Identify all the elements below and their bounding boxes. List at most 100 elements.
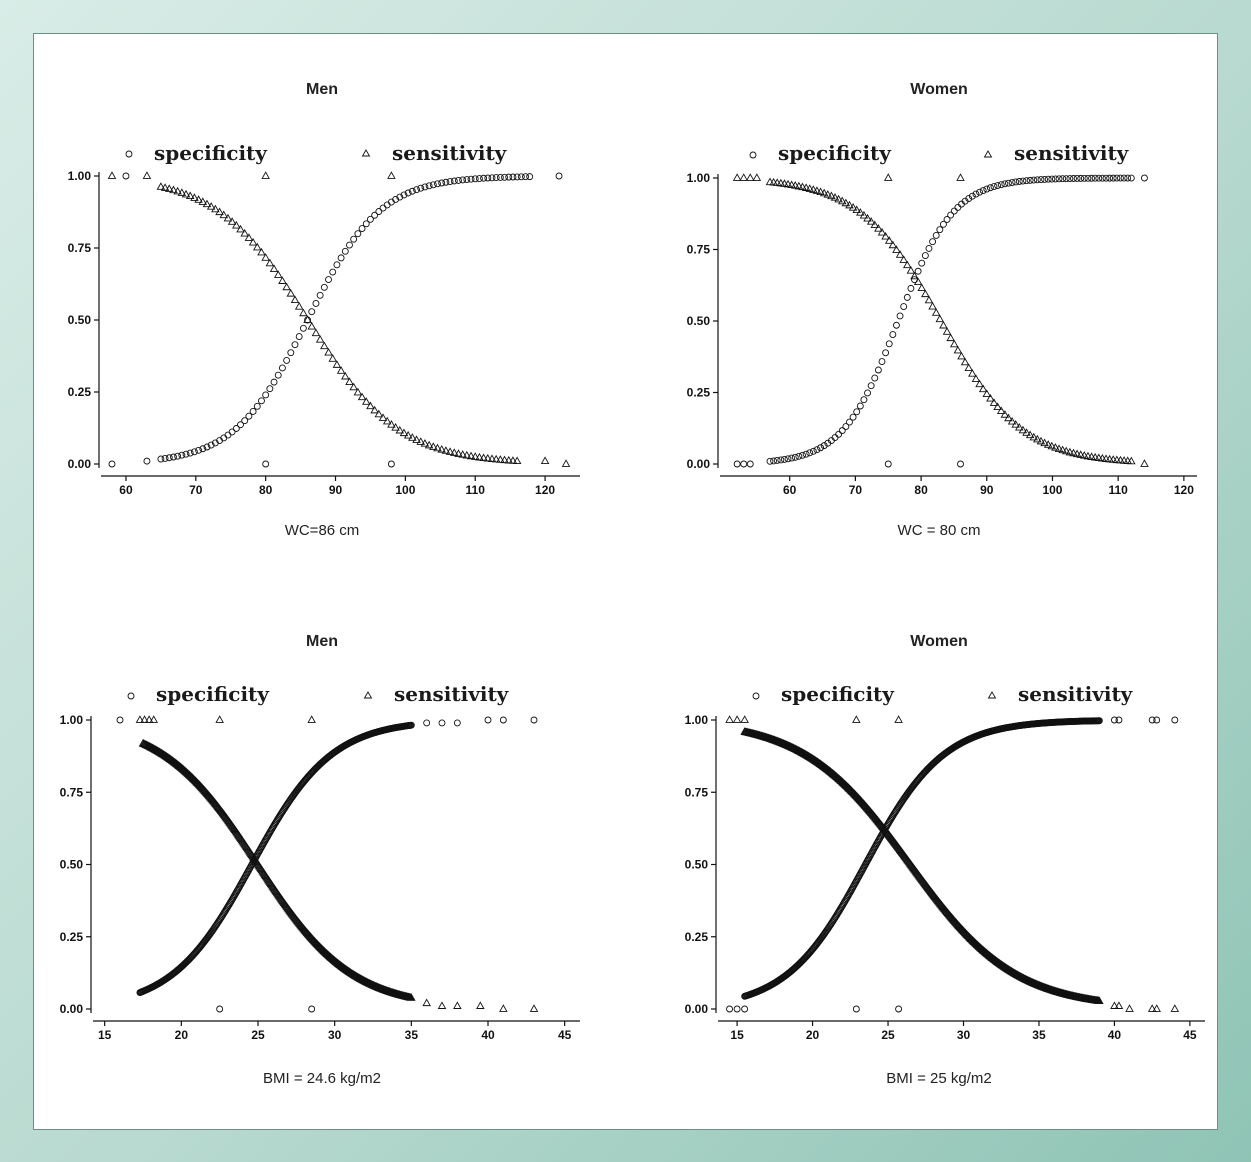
specificity-point (846, 418, 853, 426)
sensitivity-point (852, 715, 861, 723)
sensitivity-point (863, 213, 872, 222)
specificity-point (241, 417, 249, 425)
sensitivity-point (931, 308, 941, 316)
specificity-point (266, 385, 274, 393)
legend-label-sensitivity: sensitivity (394, 682, 510, 706)
sensitivity-point (500, 455, 509, 464)
sensitivity-point (307, 321, 317, 330)
specificity-point (329, 268, 337, 276)
specificity-point (446, 178, 454, 186)
specificity-point (157, 455, 165, 463)
legend-circle-marker (749, 151, 757, 159)
y-tick-label: 0.00 (68, 457, 92, 471)
axes: 15 20 25 30 35 40 45 0.00 0.25 0.50 0.75 1.00 (60, 713, 580, 1042)
legend-label-specificity: specificity (154, 141, 268, 165)
x-tick-label: 45 (558, 1028, 572, 1042)
sensitivity-point (1110, 1001, 1119, 1009)
specificity-point (1026, 176, 1034, 184)
sensitivity-point (487, 454, 497, 462)
y-tick-label: 1.00 (60, 713, 84, 727)
y-tick-label: 0.75 (68, 241, 92, 255)
sensitivity-point (746, 173, 755, 181)
sensitivity-point (445, 447, 455, 455)
specificity-point (555, 172, 563, 180)
specificity-point (1084, 174, 1092, 182)
sensitivity-point (982, 389, 992, 397)
legend-circle-marker (127, 692, 135, 700)
sensitivity-point (320, 341, 329, 350)
sensitivity-point (185, 191, 195, 200)
sensitivity-point (1051, 443, 1060, 451)
specificity-point (434, 180, 441, 188)
sensitivity-point (801, 183, 811, 191)
specificity-point (182, 450, 190, 458)
specificity-point (889, 331, 897, 339)
sensitivity-point (1018, 425, 1028, 434)
specificity-point (1066, 175, 1074, 183)
sensitivity-point (223, 213, 233, 222)
x-axis-label: WC = 80 cm (898, 522, 981, 539)
legend-triangle-marker (363, 691, 373, 699)
specificity-point (1080, 174, 1088, 182)
specificity-point (896, 312, 904, 320)
sensitivity-point (458, 450, 467, 458)
specificity-point (178, 451, 186, 459)
x-tick-label: 70 (849, 483, 863, 497)
sensitivity-point (1040, 438, 1049, 447)
axes: 60 70 80 90 100 110 120 0.00 0.25 0.50 0.75 1.00 (687, 171, 1197, 497)
sensitivity-point (215, 715, 224, 723)
specificity-point (997, 181, 1005, 189)
sensitivity-point (462, 450, 472, 459)
specificity-point (379, 204, 387, 212)
specificity-point (371, 211, 379, 219)
specificity-point (341, 247, 349, 255)
sensitivity-point (181, 189, 191, 198)
sensitivity-point (475, 452, 484, 461)
specificity-point (362, 220, 370, 228)
y-tick-label: 0.75 (60, 785, 84, 799)
specificity-point (429, 181, 437, 189)
specificity-point (455, 177, 462, 184)
specificity-point (918, 259, 926, 267)
specificity-point (885, 340, 893, 348)
specificity-point (741, 1005, 749, 1013)
y-tick-label: 0.50 (68, 313, 92, 327)
specificity-point (853, 408, 861, 416)
specificity-point (1070, 175, 1077, 182)
legend-triangle-marker (983, 150, 993, 158)
specificity-point (509, 173, 517, 181)
sensitivity-point (449, 448, 459, 456)
specificity-point (726, 1005, 733, 1013)
sensitivity-point (324, 347, 333, 356)
sensitivity-point (422, 998, 431, 1007)
x-tick-label: 20 (806, 1028, 820, 1042)
sensitivity-point (823, 190, 833, 198)
sensitivity-point (512, 456, 522, 465)
sensitivity-point (899, 255, 908, 263)
specificity-point (1077, 174, 1085, 182)
sensitivity-point (841, 198, 851, 207)
sensitivity-point (739, 173, 748, 181)
specificity-point (766, 457, 774, 465)
sensitivity-point (353, 387, 363, 396)
sensitivity-point (149, 715, 159, 723)
specificity-point (408, 187, 416, 195)
sensitivity-point (881, 231, 890, 240)
y-tick-label: 0.00 (687, 457, 711, 471)
specificity-point (517, 173, 525, 181)
sensitivity-point (986, 393, 995, 402)
specificity-point (108, 460, 116, 468)
specificity-point (838, 427, 846, 435)
data-markers (725, 715, 1180, 1013)
sensitivity-point (1022, 428, 1031, 436)
specificity-point (287, 349, 295, 357)
sensitivity-point (169, 185, 178, 194)
specificity-point (1127, 174, 1135, 182)
specificity-point (283, 356, 291, 364)
specificity-point (1095, 717, 1103, 725)
specificity-point (407, 721, 415, 729)
sensitivity-point (211, 204, 220, 213)
specificity-point (939, 220, 947, 228)
x-tick-label: 60 (783, 483, 797, 497)
sensitivity-point (957, 351, 966, 360)
